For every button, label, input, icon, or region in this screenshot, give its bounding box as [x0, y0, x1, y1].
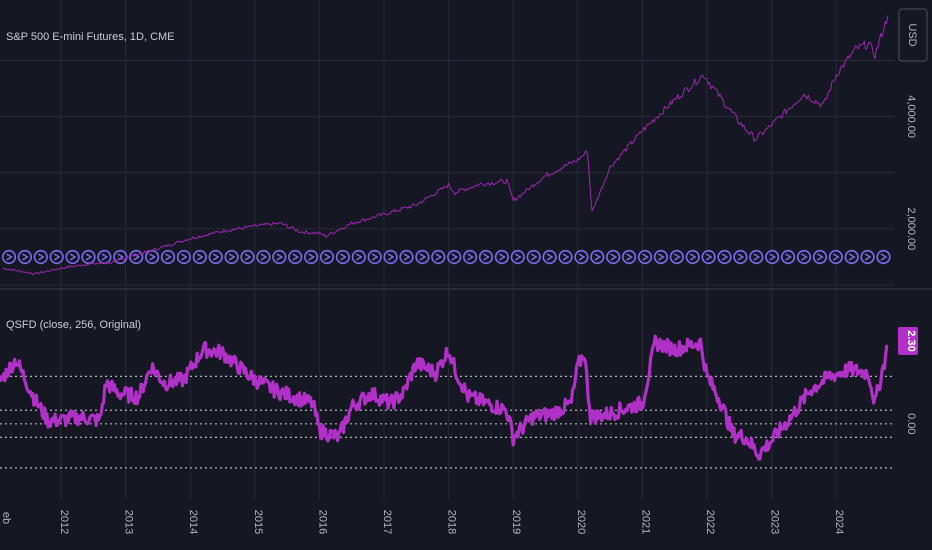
time-axis-label: 2024 — [833, 510, 845, 534]
event-icon[interactable] — [335, 249, 351, 265]
event-icon[interactable] — [192, 249, 207, 265]
indicator-series — [0, 334, 889, 461]
event-icon[interactable] — [637, 249, 653, 265]
event-icon[interactable] — [685, 249, 700, 265]
event-icon[interactable] — [717, 249, 732, 265]
event-icon[interactable] — [733, 249, 748, 265]
current-value-badge: 2.30 — [898, 327, 918, 355]
price-line — [2, 15, 889, 276]
event-icons-row[interactable] — [1, 249, 891, 265]
price-axis-tick-label: 2,000.00 — [905, 207, 917, 250]
event-icon[interactable] — [574, 249, 589, 265]
symbol-title[interactable]: S&P 500 E-mini Futures, 1D, CME — [6, 31, 175, 43]
event-icon[interactable] — [129, 249, 144, 265]
indicator-reference-lines — [0, 375, 895, 469]
time-axis-label: 2015 — [252, 510, 264, 534]
currency-button-frame[interactable] — [898, 8, 928, 62]
event-icon[interactable] — [749, 249, 764, 265]
event-icon[interactable] — [256, 249, 271, 265]
event-icon[interactable] — [526, 249, 541, 265]
event-icon[interactable] — [272, 249, 287, 265]
event-icon[interactable] — [160, 249, 176, 265]
event-icon[interactable] — [478, 249, 494, 265]
time-axis-label: 2020 — [575, 510, 587, 534]
event-icon[interactable] — [653, 249, 669, 265]
event-icon[interactable] — [81, 249, 96, 265]
currency-button[interactable]: USD — [898, 8, 928, 62]
time-axis-label: 2023 — [769, 510, 781, 534]
event-icon[interactable] — [796, 249, 812, 265]
event-icon[interactable] — [224, 249, 239, 265]
event-icon[interactable] — [399, 249, 414, 265]
current-value-badge-bg — [898, 327, 918, 355]
price-axis-ticks: 4,000.00 2,000.00 — [905, 95, 917, 250]
time-axis-label: 2016 — [316, 510, 328, 534]
time-axis-label: 2017 — [381, 510, 393, 534]
time-axis-label: eb — [0, 512, 12, 524]
event-icon[interactable] — [860, 249, 875, 265]
event-icon[interactable] — [319, 249, 335, 265]
event-icon[interactable] — [97, 249, 112, 265]
event-icon[interactable] — [621, 249, 637, 265]
event-icon[interactable] — [780, 249, 796, 265]
indicator-title[interactable]: QSFD (close, 256, Original) — [6, 319, 141, 331]
event-icon[interactable] — [701, 249, 716, 265]
time-axis-label: 2021 — [639, 510, 651, 534]
event-icon[interactable] — [288, 249, 303, 265]
event-icon[interactable] — [765, 249, 780, 265]
event-icon[interactable] — [304, 249, 319, 265]
indicator-axis-tick-label: 0.00 — [905, 413, 917, 434]
event-icon[interactable] — [876, 249, 891, 265]
event-icon[interactable] — [844, 249, 859, 265]
indicator-pane-grid — [60, 290, 837, 500]
event-icon[interactable] — [240, 249, 255, 265]
price-series — [2, 15, 889, 276]
event-icon[interactable] — [669, 249, 684, 265]
event-icon[interactable] — [176, 249, 191, 265]
time-axis-label: 2019 — [510, 510, 522, 534]
event-icon[interactable] — [558, 249, 573, 265]
event-icon[interactable] — [1, 249, 17, 265]
event-icon[interactable] — [49, 249, 64, 265]
current-value-badge-text: 2.30 — [905, 330, 917, 351]
event-icon[interactable] — [33, 249, 48, 265]
event-icon[interactable] — [113, 249, 128, 265]
event-icon[interactable] — [828, 249, 843, 265]
event-icon[interactable] — [208, 249, 223, 265]
time-axis[interactable]: eb 2012 2013 2014 2015 2016 2017 2018 2019 2020 20… — [0, 510, 845, 534]
currency-button-label[interactable]: USD — [906, 23, 918, 46]
event-icon[interactable] — [351, 249, 366, 265]
event-icon[interactable] — [447, 249, 462, 265]
event-icon[interactable] — [367, 249, 382, 265]
event-icon[interactable] — [17, 249, 32, 265]
event-icon[interactable] — [431, 249, 446, 265]
event-icon[interactable] — [812, 249, 828, 265]
event-icon[interactable] — [383, 249, 398, 265]
event-icon[interactable] — [590, 249, 605, 265]
time-axis-label: 2014 — [187, 510, 199, 534]
event-icon[interactable] — [510, 249, 525, 265]
price-pane-grid — [0, 0, 895, 289]
event-icon[interactable] — [542, 249, 557, 265]
event-icon[interactable] — [415, 249, 430, 265]
event-icon[interactable] — [65, 249, 80, 265]
event-icon[interactable] — [494, 249, 510, 265]
time-axis-label: 2022 — [704, 510, 716, 534]
indicator-axis-ticks: 0.00 — [905, 413, 917, 434]
event-icon[interactable] — [145, 249, 160, 265]
event-icon[interactable] — [606, 249, 621, 265]
indicator-line — [0, 334, 889, 461]
time-axis-label: 2012 — [58, 510, 70, 534]
price-axis-tick-label: 4,000.00 — [905, 95, 917, 138]
event-icon[interactable] — [463, 249, 478, 265]
time-axis-label: 2013 — [123, 510, 135, 534]
time-axis-label: 2018 — [446, 510, 458, 534]
